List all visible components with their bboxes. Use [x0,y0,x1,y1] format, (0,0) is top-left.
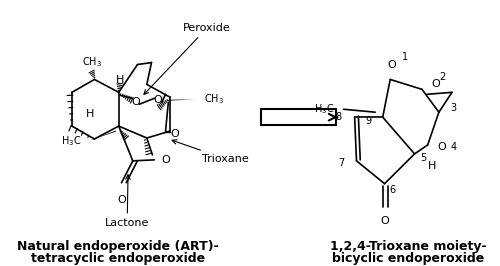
Text: O: O [117,195,126,205]
Text: Trioxane: Trioxane [172,140,249,164]
Text: 3: 3 [451,103,457,113]
Text: O: O [432,79,440,89]
Text: Peroxide: Peroxide [144,23,231,94]
Text: O: O [131,97,140,107]
Text: tetracyclic endoperoxide: tetracyclic endoperoxide [30,252,205,265]
Text: H: H [116,76,124,85]
Text: 1: 1 [402,52,408,61]
Text: 2: 2 [440,72,446,82]
Text: 1,2,4-Trioxane moiety-: 1,2,4-Trioxane moiety- [330,240,486,253]
Text: Lactone: Lactone [105,175,150,228]
Text: O: O [380,217,389,226]
Text: O: O [437,142,446,152]
Text: Natural endoperoxide (ART)-: Natural endoperoxide (ART)- [17,240,218,253]
Polygon shape [168,99,194,101]
Text: O: O [170,129,179,139]
Text: O: O [154,95,162,105]
Polygon shape [88,131,116,141]
Text: 4: 4 [451,142,457,152]
Text: O: O [162,155,170,165]
Text: 5: 5 [420,153,426,163]
Text: 6: 6 [390,185,396,195]
Text: 9: 9 [366,116,372,126]
Text: H$_3$C: H$_3$C [61,134,82,148]
Text: O: O [388,60,396,69]
Text: H: H [428,161,436,171]
Text: CH$_3$: CH$_3$ [204,92,224,106]
Text: H$_3$C: H$_3$C [314,102,334,116]
Text: 8: 8 [336,112,342,122]
Text: CH$_3$: CH$_3$ [82,55,102,69]
Text: 7: 7 [338,158,344,168]
Text: H: H [86,109,94,119]
Text: bicyclic endoperoxide: bicyclic endoperoxide [332,252,484,265]
